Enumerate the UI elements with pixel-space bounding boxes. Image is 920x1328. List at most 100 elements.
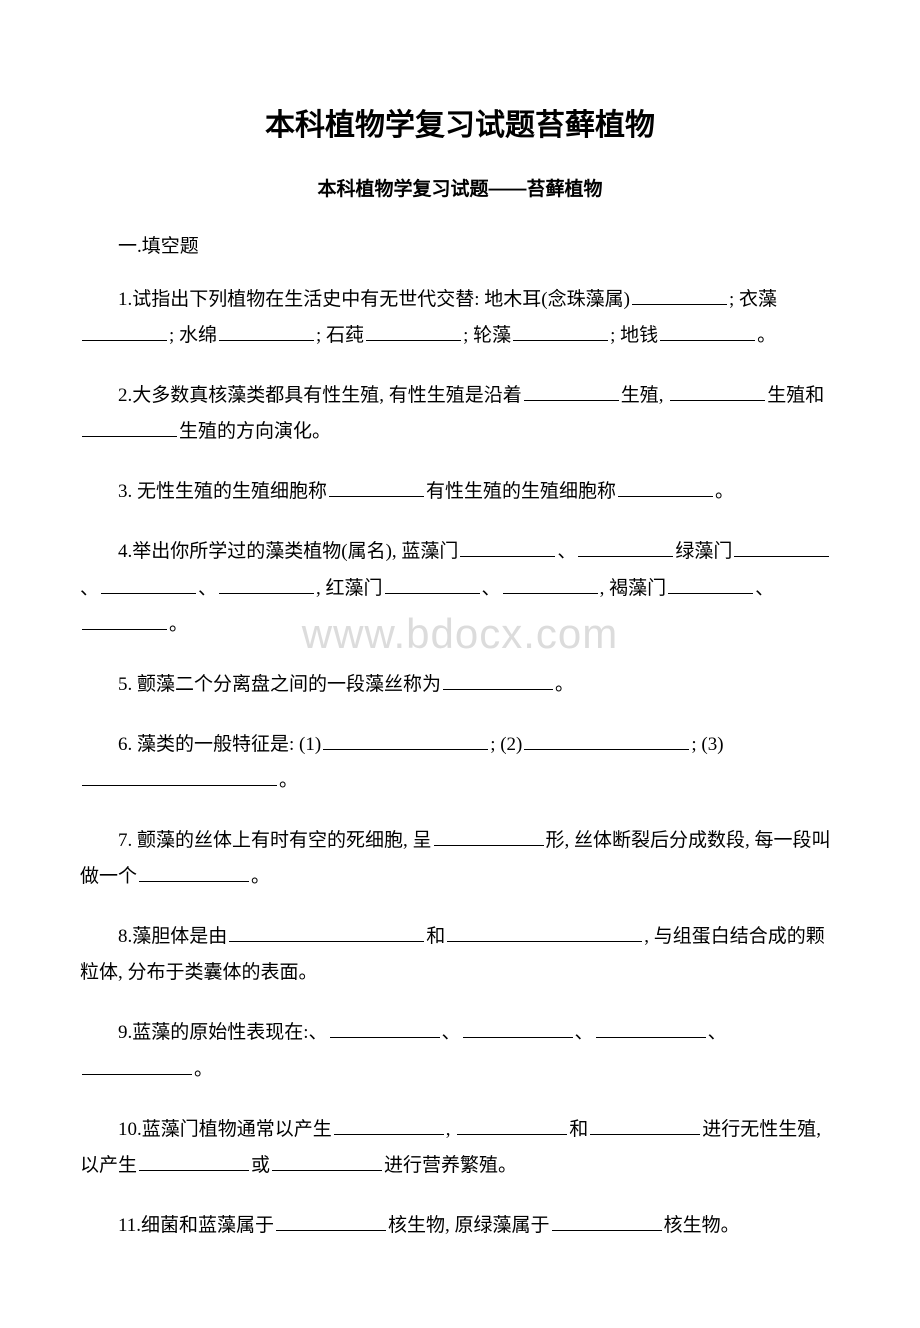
blank [329,475,424,498]
blank [524,378,619,401]
blank [463,1016,573,1039]
q1-text: 1.试指出下列植物在生活史中有无世代交替: 地木耳(念珠藻属) [118,289,630,310]
q4-text: 、 [755,578,774,599]
q10-text: 和 [569,1119,588,1140]
question-2: 2.大多数真核藻类都具有性生殖, 有性生殖是沿着 生殖, 生殖和生殖的方向演化。 [80,378,840,450]
question-1: 1.试指出下列植物在生活史中有无世代交替: 地木耳(念珠藻属) ; 衣藻 ; 水绵;… [80,282,840,354]
q6-text: ; (2) [490,734,522,755]
blank [552,1208,662,1231]
q7-text: 。 [251,866,270,887]
q9-text: 。 [194,1059,213,1080]
q8-text: 和 [426,926,445,947]
q2-text: 生殖和 [767,385,824,406]
q11-text: 核生物。 [664,1215,740,1236]
blank [330,1016,440,1039]
q6-text: ; (3) [691,734,723,755]
blank [323,727,488,750]
blank [229,919,424,942]
q1-text: ; 轮藻 [463,325,511,346]
q2-text: 2.大多数真核藻类都具有性生殖, 有性生殖是沿着 [118,385,522,406]
blank [219,571,314,594]
blank [447,919,642,942]
question-10: 10.蓝藻门植物通常以产生, 和进行无性生殖, 以产生或进行营养繁殖。 [80,1112,840,1184]
q1-text: ; 衣藻 [729,289,777,310]
q9-text: 、 [442,1022,461,1043]
main-title: 本科植物学复习试题苔藓植物 [80,100,840,144]
q10-text: , [446,1119,456,1140]
document-content: 本科植物学复习试题苔藓植物 本科植物学复习试题——苔藓植物 一.填空题 1.试指… [80,100,840,1244]
blank [443,667,553,690]
blank [734,535,829,558]
q10-text: 或 [251,1155,270,1176]
q11-text: 11.细菌和蓝藻属于 [118,1215,274,1236]
blank [670,378,765,401]
q5-text: 5. 颤藻二个分离盘之间的一段藻丝称为 [118,674,441,695]
blank [524,727,689,750]
question-9: 9.蓝藻的原始性表现在:、 、 、 、。 [80,1015,840,1087]
blank [82,1052,192,1075]
q11-text: 核生物, 原绿藻属于 [388,1215,550,1236]
q1-text: ; 石莼 [316,325,364,346]
blank [660,318,755,341]
blank [334,1112,444,1135]
q4-text: 绿藻门 [675,541,732,562]
q9-text: 、 [575,1022,594,1043]
blank [101,571,196,594]
q1-text: ; 水绵 [169,325,217,346]
q1-text: 。 [757,325,776,346]
blank [434,823,544,846]
q4-text: 、 [482,578,501,599]
blank [513,318,608,341]
blank [139,859,249,882]
question-6: 6. 藻类的一般特征是: (1) ; (2) ; (3) 。 [80,727,840,799]
q4-text: 4.举出你所学过的藻类植物(属名), 蓝藻门 [118,541,458,562]
q6-text: 6. 藻类的一般特征是: (1) [118,734,321,755]
blank [596,1016,706,1039]
blank [578,535,673,558]
question-5: 5. 颤藻二个分离盘之间的一段藻丝称为 。 [80,667,840,703]
q2-text: 生殖的方向演化。 [179,421,331,442]
blank [385,571,480,594]
q3-text: 。 [715,481,734,502]
blank [276,1208,386,1231]
blank [590,1112,700,1135]
blank [668,571,753,594]
blank [82,414,177,437]
question-8: 8.藻胆体是由和, 与组蛋白结合成的颗粒体, 分布于类囊体的表面。 [80,919,840,991]
q10-text: 10.蓝藻门植物通常以产生 [118,1119,332,1140]
q4-text: 、 [557,541,576,562]
q4-text: , 褐藻门 [600,578,667,599]
q10-text: 进行营养繁殖。 [384,1155,517,1176]
q3-text: 3. 无性生殖的生殖细胞称 [118,481,327,502]
blank [618,475,713,498]
q3-text: 有性生殖的生殖细胞称 [426,481,616,502]
q5-text: 。 [555,674,574,695]
blank [139,1148,249,1171]
q7-text: 7. 颤藻的丝体上有时有空的死细胞, 呈 [118,830,432,851]
blank [219,318,314,341]
question-7: 7. 颤藻的丝体上有时有空的死细胞, 呈形, 丝体断裂后分成数段, 每一段叫做一… [80,823,840,895]
question-4: 4.举出你所学过的藻类植物(属名), 蓝藻门、绿藻门、、, 红藻门、, 褐藻门、… [80,534,840,642]
q1-text: ; 地钱 [610,325,658,346]
q4-text: 、 [198,578,217,599]
section-heading: 一.填空题 [80,231,840,258]
blank [82,607,167,630]
q9-text: 9.蓝藻的原始性表现在:、 [118,1022,328,1043]
blank [503,571,598,594]
blank [460,535,555,558]
q2-text: 生殖, [621,385,669,406]
sub-title: 本科植物学复习试题——苔藓植物 [80,174,840,201]
q6-text: 。 [279,770,298,791]
q4-text: 、 [80,578,99,599]
q8-text: 8.藻胆体是由 [118,926,227,947]
blank [457,1112,567,1135]
q9-text: 、 [708,1022,727,1043]
blank [632,282,727,305]
blank [366,318,461,341]
blank [272,1148,382,1171]
question-11: 11.细菌和蓝藻属于 核生物, 原绿藻属于 核生物。 [80,1208,840,1244]
q4-text: 。 [169,614,188,635]
question-3: 3. 无性生殖的生殖细胞称 有性生殖的生殖细胞称 。 [80,474,840,510]
blank [82,318,167,341]
blank [82,763,277,786]
